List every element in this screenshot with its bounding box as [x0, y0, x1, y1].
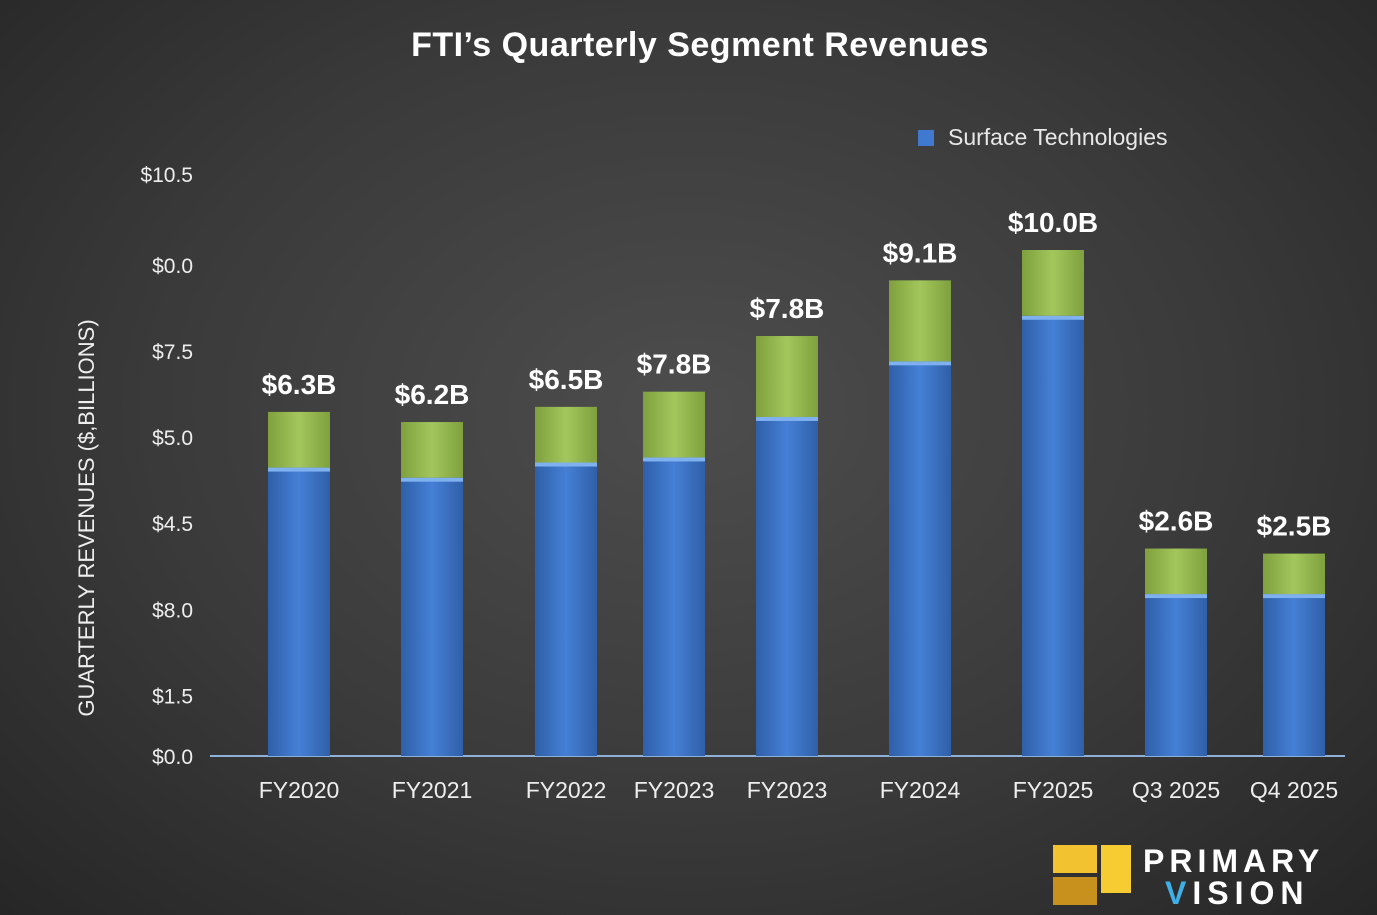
x-tick-label: FY2020: [259, 777, 340, 803]
bar-highlight: [889, 361, 951, 366]
bar-segment-2: [1263, 553, 1325, 595]
bar-surface-technologies: [1263, 594, 1325, 756]
data-label: $6.2B: [395, 379, 470, 410]
y-tick-label: $7.5: [152, 341, 193, 364]
bar-surface-technologies: [756, 416, 818, 756]
legend: Surface Technologies: [918, 124, 1168, 151]
bar-segment-2: [535, 406, 597, 463]
x-tick-label: FY2022: [526, 777, 607, 803]
bar-segment-2: [1022, 250, 1084, 316]
bar-highlight: [401, 477, 463, 482]
bar-segment-2: [1145, 548, 1207, 595]
bar-segment-2: [268, 411, 330, 468]
x-tick-label: Q4 2025: [1250, 777, 1338, 803]
bar-highlight: [1263, 594, 1325, 599]
data-label: $6.3B: [262, 369, 337, 400]
bar-surface-technologies: [1022, 315, 1084, 756]
bar-segment-2: [401, 422, 463, 478]
legend-label: Surface Technologies: [948, 124, 1168, 150]
bar-highlight: [1145, 594, 1207, 599]
y-tick-label: $1.5: [152, 685, 193, 708]
bar-surface-technologies: [643, 457, 705, 756]
bar-highlight: [535, 462, 597, 467]
legend-swatch-surface-technologies: [918, 129, 934, 146]
y-tick-label: $0.0: [152, 746, 193, 769]
data-label: $2.5B: [1257, 511, 1332, 542]
bar-surface-technologies: [889, 361, 951, 756]
data-label: $9.1B: [883, 237, 958, 268]
y-tick-label: $4.5: [152, 513, 193, 536]
data-label: $7.8B: [637, 349, 712, 380]
primary-vision-logo: PRIMARY VISION: [1053, 843, 1373, 911]
bar-segment-2: [756, 336, 818, 417]
bar-highlight: [643, 457, 705, 462]
y-tick-label: $10.5: [140, 164, 193, 187]
data-label: $7.8B: [750, 293, 825, 324]
y-tick-label: $0.0: [152, 255, 193, 278]
x-tick-label: FY2023: [747, 777, 828, 803]
x-tick-label: FY2021: [392, 777, 473, 803]
data-label: $10.0B: [1008, 207, 1098, 238]
x-tick-label: FY2025: [1013, 777, 1094, 803]
bar-highlight: [268, 467, 330, 472]
bar-highlight: [756, 416, 818, 421]
data-label: $2.6B: [1139, 506, 1214, 537]
bar-surface-technologies: [268, 467, 330, 756]
bar-segment-2: [643, 391, 705, 458]
bar-surface-technologies: [401, 477, 463, 756]
y-tick-label: $8.0: [152, 599, 193, 622]
bar-surface-technologies: [535, 462, 597, 756]
chart-title: FTI’s Quarterly Segment Revenues: [411, 26, 989, 64]
x-tick-label: FY2024: [880, 777, 961, 803]
y-tick-label: $5.0: [152, 427, 193, 450]
bar-highlight: [1022, 315, 1084, 320]
data-label: $6.5B: [529, 364, 604, 395]
bar-segment-2: [889, 280, 951, 362]
x-tick-label: FY2023: [634, 777, 715, 803]
x-tick-label: Q3 2025: [1132, 777, 1220, 803]
bar-surface-technologies: [1145, 594, 1207, 756]
